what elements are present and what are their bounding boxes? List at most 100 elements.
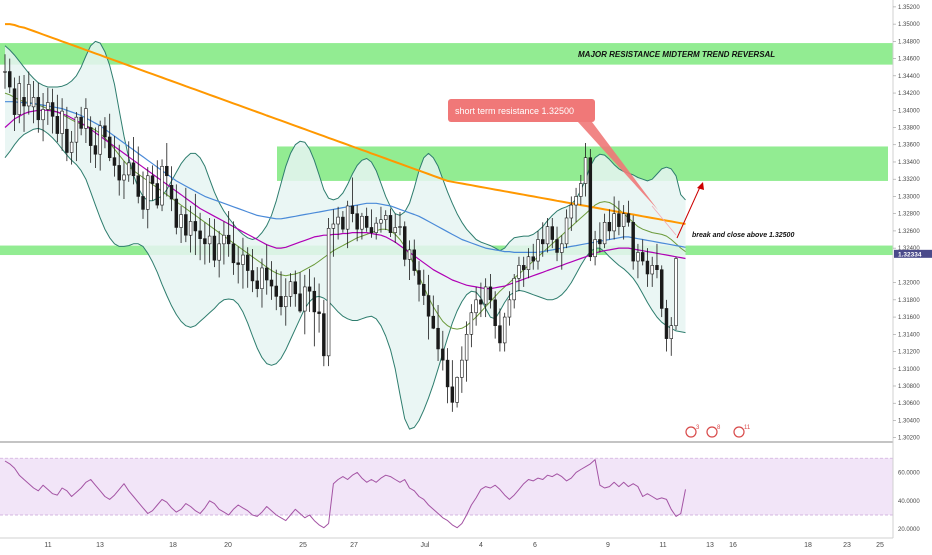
candle-body: [217, 243, 221, 261]
candle-body: [60, 110, 64, 134]
candle-body: [55, 116, 60, 134]
candle-body: [550, 226, 554, 240]
candle-body: [398, 226, 402, 228]
candle-body: [245, 254, 250, 271]
price-tick-label: 1.30400: [898, 418, 920, 424]
candle-body: [8, 71, 12, 88]
candle-body: [284, 296, 288, 308]
candle-body: [479, 299, 483, 305]
candle-body: [88, 127, 93, 146]
candle-body: [46, 102, 50, 110]
candle-body: [127, 162, 131, 176]
candle-body: [50, 102, 55, 117]
candle-body: [521, 265, 526, 270]
candle-body: [598, 239, 602, 245]
candle-body: [79, 116, 83, 129]
candle-body: [407, 249, 412, 260]
time-tick-label: Jul: [421, 542, 430, 549]
candle-body: [122, 174, 126, 181]
candle-body: [650, 265, 654, 275]
candle-body: [303, 286, 307, 312]
candle-body: [146, 175, 150, 210]
time-tick-label: 13: [706, 542, 714, 549]
candle-body: [174, 198, 179, 228]
candle-body: [403, 226, 407, 260]
candle-body: [36, 97, 41, 121]
candle-body: [541, 239, 545, 245]
moving-averages-layer: [4, 23, 686, 330]
candle-body: [231, 243, 236, 264]
callout-box: [448, 99, 595, 122]
candle-body: [179, 214, 183, 228]
candle-body: [531, 256, 535, 262]
candle-body: [645, 260, 650, 275]
time-tick-label: 11: [659, 542, 666, 549]
candle-body: [545, 226, 550, 245]
candle-body: [65, 128, 69, 153]
time-tick-label: 18: [169, 542, 177, 549]
candle-body: [17, 83, 22, 115]
candle-body: [212, 235, 217, 261]
price-tick-label: 1.35000: [898, 22, 920, 28]
time-tick-label: 18: [804, 542, 812, 549]
candle-body: [474, 299, 478, 314]
resistance-zone: [0, 43, 893, 65]
candle-body: [188, 221, 193, 236]
candle-body: [455, 377, 459, 403]
price-tick-label: 1.34600: [898, 57, 920, 63]
time-tick-label: 23: [843, 542, 851, 549]
candle-body: [607, 221, 612, 232]
price-tick-label: 1.31400: [898, 332, 920, 338]
candle-body: [360, 215, 364, 230]
candle-body: [621, 213, 626, 227]
candle-body: [312, 290, 317, 313]
rsi-tick-label: 20.0000: [898, 527, 920, 533]
current-price-label: 1.32334: [898, 251, 922, 258]
candle-body: [341, 216, 345, 230]
price-tick-label: 1.33400: [898, 160, 920, 166]
candle-body: [555, 239, 559, 253]
price-tick-label: 1.33800: [898, 126, 920, 132]
candle-body: [331, 223, 336, 229]
time-tick-label: 11: [44, 542, 51, 549]
candle-body: [317, 311, 321, 314]
candle-body: [326, 228, 331, 357]
candle-body: [241, 254, 245, 265]
time-tick-label: 13: [96, 542, 104, 549]
candle-body: [364, 215, 369, 228]
time-tick-label: 6: [533, 542, 537, 549]
callout-pointer: [578, 122, 658, 210]
candle-body: [155, 183, 160, 206]
candle-body: [103, 125, 107, 138]
candle-body: [617, 213, 621, 227]
candle-body: [441, 348, 445, 361]
candle-body: [517, 265, 521, 279]
breakout-arrow-line: [676, 186, 701, 239]
candle-body: [269, 279, 274, 287]
candle-body: [383, 215, 388, 221]
price-tick-label: 1.32000: [898, 281, 920, 287]
ma200-line: [5, 23, 686, 225]
candle-body: [422, 284, 426, 296]
event-marker-icon: [733, 426, 745, 438]
ma-purple-line: [4, 109, 686, 290]
candle-body: [655, 265, 659, 270]
price-tick-label: 1.34800: [898, 39, 920, 45]
candle-body: [293, 281, 298, 295]
price-tick-label: 1.30600: [898, 401, 920, 407]
price-tick-label: 1.32800: [898, 212, 920, 218]
candle-body: [659, 269, 664, 309]
candle-body: [417, 270, 421, 285]
time-tick-label: 25: [299, 542, 307, 549]
candle-body: [636, 252, 640, 262]
candle-body: [493, 299, 497, 326]
candle-body: [583, 157, 588, 184]
candle-body: [612, 213, 616, 232]
candle-body: [31, 97, 36, 108]
candle-body: [222, 234, 226, 245]
price-tick-label: 1.31600: [898, 315, 920, 321]
candles-layer: [3, 54, 678, 412]
candle-body: [226, 234, 231, 245]
